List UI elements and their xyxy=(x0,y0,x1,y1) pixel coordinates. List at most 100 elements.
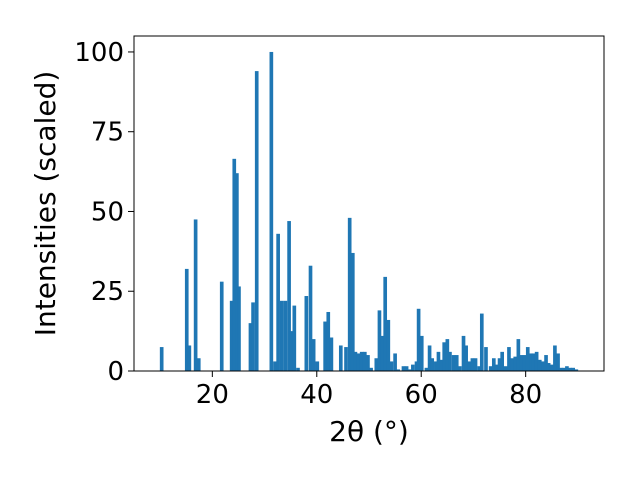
bar xyxy=(237,286,241,371)
y-axis-label: Intensities (scaled) xyxy=(29,71,62,337)
bar xyxy=(454,355,459,371)
bar xyxy=(296,367,300,371)
bar xyxy=(488,366,493,371)
bar xyxy=(531,353,536,371)
bar xyxy=(541,361,545,371)
bar xyxy=(304,296,309,371)
bar xyxy=(519,355,524,371)
bar xyxy=(434,361,438,371)
bar xyxy=(470,358,475,371)
y-tick-label: 50 xyxy=(91,197,124,227)
bar xyxy=(289,331,294,371)
bar xyxy=(287,221,291,371)
bar xyxy=(411,364,415,371)
bar xyxy=(507,347,511,371)
bar xyxy=(513,356,518,371)
bar xyxy=(522,355,527,371)
x-tick-label: 80 xyxy=(509,380,542,410)
bar xyxy=(458,366,462,371)
bar xyxy=(276,233,280,371)
bar xyxy=(273,361,277,371)
bar xyxy=(401,366,406,371)
bar xyxy=(565,366,569,371)
bar xyxy=(546,363,551,371)
bar xyxy=(251,302,255,371)
bar xyxy=(362,351,367,371)
bar xyxy=(525,347,530,371)
bar xyxy=(187,345,192,371)
y-tick-label: 100 xyxy=(74,38,124,68)
x-tick-label: 60 xyxy=(405,380,438,410)
bar xyxy=(448,351,452,371)
bar xyxy=(356,353,361,371)
bar xyxy=(344,347,348,371)
bar xyxy=(315,361,320,371)
bar xyxy=(473,358,478,371)
y-tick-label: 75 xyxy=(91,118,124,148)
bar xyxy=(254,71,259,371)
bar xyxy=(451,355,456,371)
bar xyxy=(283,300,288,371)
bar xyxy=(491,358,496,371)
bar xyxy=(347,217,352,371)
x-axis-label: 2θ (°) xyxy=(329,415,409,448)
bar xyxy=(477,366,482,371)
bar xyxy=(414,361,419,371)
bar xyxy=(338,345,343,371)
y-tick-label: 0 xyxy=(107,357,124,387)
bar xyxy=(389,361,394,371)
bar xyxy=(159,347,164,371)
bar xyxy=(383,276,388,371)
bar xyxy=(549,364,554,371)
bar xyxy=(500,351,504,371)
x-tick-label: 20 xyxy=(196,380,229,410)
bar xyxy=(350,252,355,371)
bar xyxy=(497,358,502,371)
bar xyxy=(326,311,331,371)
bar xyxy=(232,158,237,371)
bar xyxy=(445,339,450,371)
bar xyxy=(292,305,297,371)
bar xyxy=(534,351,539,371)
plot-frame xyxy=(133,35,605,372)
bar xyxy=(396,369,401,371)
bar xyxy=(359,351,364,371)
y-tick-label: 25 xyxy=(91,277,124,307)
bar xyxy=(369,367,373,371)
bar xyxy=(439,359,444,371)
bar xyxy=(568,367,572,371)
bar xyxy=(553,345,557,371)
bar xyxy=(353,351,358,371)
bar xyxy=(461,335,466,371)
x-tick-label: 40 xyxy=(300,380,333,410)
bar xyxy=(380,335,385,371)
bar xyxy=(556,353,560,371)
bar xyxy=(574,369,579,371)
bar xyxy=(529,353,533,371)
bar xyxy=(393,353,397,371)
x-axis-ticks: 20 40 60 80 xyxy=(196,371,542,410)
bar xyxy=(516,339,521,371)
bar xyxy=(503,366,508,371)
bar xyxy=(235,173,239,371)
bar xyxy=(571,367,576,371)
bar xyxy=(329,337,334,371)
bar xyxy=(430,358,435,371)
bar xyxy=(479,313,484,371)
bar xyxy=(323,321,327,371)
bar xyxy=(308,265,313,371)
bar xyxy=(229,300,234,371)
bar xyxy=(377,310,382,371)
bar xyxy=(419,335,424,371)
bar xyxy=(184,268,189,371)
bar xyxy=(279,300,284,371)
bar xyxy=(427,345,432,371)
bar xyxy=(484,347,488,371)
bar xyxy=(219,281,224,371)
bar xyxy=(558,367,563,371)
bar xyxy=(248,323,253,371)
bar xyxy=(510,358,514,371)
bar xyxy=(494,364,499,371)
bar xyxy=(464,345,468,371)
